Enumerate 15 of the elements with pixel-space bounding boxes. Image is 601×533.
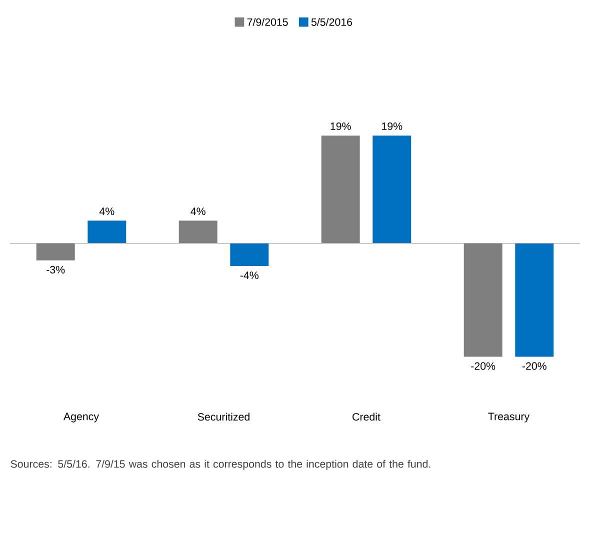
data-label: 19% xyxy=(330,122,351,130)
data-label: 4% xyxy=(99,208,114,216)
data-label: 19% xyxy=(382,122,402,130)
data-label: -4% xyxy=(240,272,258,280)
data-label: -20% xyxy=(471,362,496,370)
source-note: Sources: 5/5/16. 7/9/15 was chosen as it corresponds to the inception date of the fund. xyxy=(10,460,430,470)
x-tick-label: Securitized xyxy=(198,412,250,421)
x-tick-label: Agency xyxy=(63,412,100,422)
legend-label: 7/9/2015 xyxy=(247,18,288,26)
data-label: 4% xyxy=(190,208,206,216)
data-label: -3% xyxy=(46,266,65,274)
x-tick-label: Credit xyxy=(352,412,380,421)
data-label: -20% xyxy=(522,362,546,370)
x-tick-label: Treasury xyxy=(488,412,530,422)
legend-label: 5/5/2016 xyxy=(311,18,352,26)
